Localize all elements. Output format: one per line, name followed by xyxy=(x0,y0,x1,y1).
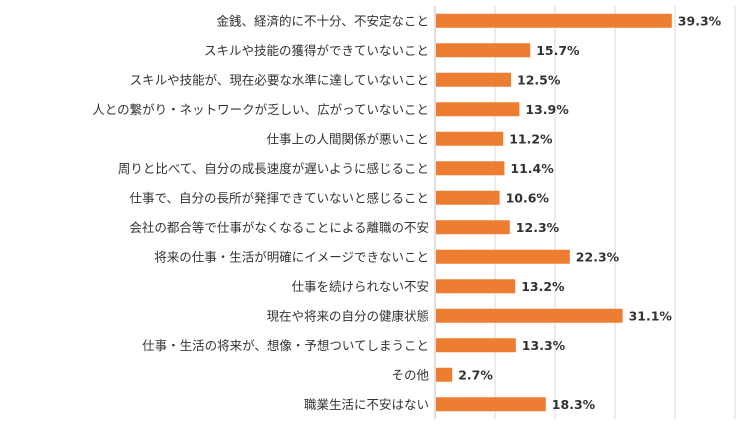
bar xyxy=(436,279,516,294)
category-axis: 金銭、経済的に不十分、不安定なことスキルや技能の獲得ができていないことスキルや技… xyxy=(92,6,436,419)
category-label: 将来の仕事・生活が明確にイメージできないこと xyxy=(154,249,429,264)
value-label: 12.3% xyxy=(516,220,560,235)
bars xyxy=(436,13,672,412)
value-label: 39.3% xyxy=(678,13,722,28)
value-label: 13.3% xyxy=(522,338,566,353)
value-label: 12.5% xyxy=(517,72,561,87)
category-label: スキルや技能が、現在必要な水準に達していないこと xyxy=(130,72,429,87)
bar xyxy=(436,190,500,205)
bar xyxy=(436,308,623,323)
category-label: 人との繋がり・ネットワークが乏しい、広がっていないこと xyxy=(92,102,429,117)
value-label: 2.7% xyxy=(458,367,493,382)
category-label: スキルや技能の獲得ができていないこと xyxy=(204,43,429,58)
value-label: 31.1% xyxy=(629,308,673,323)
category-label: 仕事を続けられない不安 xyxy=(291,279,429,294)
value-label: 10.6% xyxy=(506,190,550,205)
bar xyxy=(436,220,510,235)
category-label: 仕事で、自分の長所が発揮できていないと感じること xyxy=(129,190,429,205)
category-label: 仕事上の人間関係が悪いこと xyxy=(266,131,429,146)
category-label: 職業生活に不安はない xyxy=(304,397,429,412)
gridlines xyxy=(494,6,736,419)
value-label: 18.3% xyxy=(552,397,596,412)
bar xyxy=(436,72,511,87)
bar xyxy=(436,249,570,264)
value-label: 13.2% xyxy=(521,279,565,294)
category-label: 周りと比べて、自分の成長速度が遅いように感じること xyxy=(118,161,429,176)
bar xyxy=(436,43,531,58)
bar xyxy=(436,131,504,146)
labels: 39.3% 15.7% 12.5% 13.9% 11.2% 11.4% 10.6% 12.3%… xyxy=(458,13,721,412)
category-label: 会社の都合等で仕事がなくなることによる離職の不安 xyxy=(129,220,429,235)
value-label: 13.9% xyxy=(525,102,569,117)
bar xyxy=(436,367,453,382)
bar xyxy=(436,161,505,176)
value-label: 22.3% xyxy=(576,249,620,264)
category-label: 仕事・生活の将来が、想像・予想ついてしまうこと xyxy=(142,338,429,353)
category-label: 金銭、経済的に不十分、不安定なこと xyxy=(216,13,429,28)
bar xyxy=(436,102,520,117)
bar xyxy=(436,338,516,353)
bar xyxy=(436,397,546,412)
value-label: 11.4% xyxy=(510,161,554,176)
bar xyxy=(436,13,672,28)
value-label: 11.2% xyxy=(509,131,553,146)
category-label: 現在や将来の自分の健康状態 xyxy=(266,308,429,323)
value-label: 15.7% xyxy=(536,43,580,58)
category-label: その他 xyxy=(391,367,429,382)
